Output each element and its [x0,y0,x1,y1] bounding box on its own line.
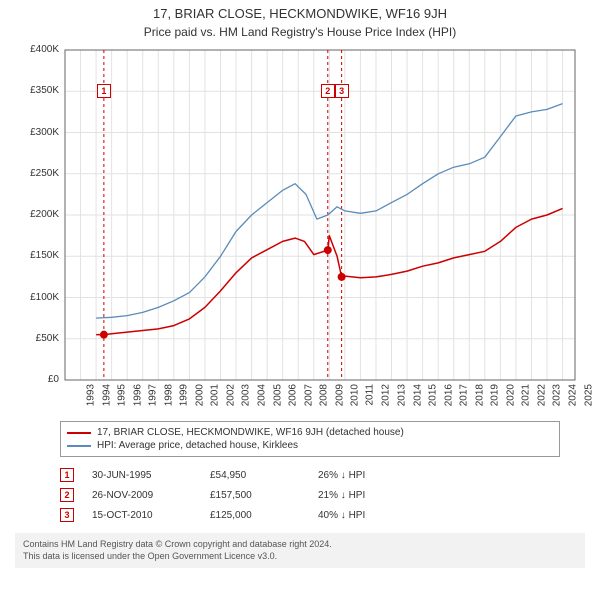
sale-price: £157,500 [210,490,310,501]
legend-item: HPI: Average price, detached house, Kirk… [67,439,553,452]
sale-row: 1 30-JUN-1995 £54,950 26% ↓ HPI [60,465,560,485]
x-axis-label: 2004 [256,384,267,406]
x-axis-label: 2019 [490,384,501,406]
sale-row-marker: 2 [60,488,74,502]
y-axis-label: £250K [15,168,59,179]
sale-delta: 40% ↓ HPI [318,510,418,521]
y-axis-label: £200K [15,209,59,220]
x-axis-label: 1993 [85,384,96,406]
x-axis-label: 2018 [474,384,485,406]
y-axis-label: £50K [15,333,59,344]
sale-date: 30-JUN-1995 [82,470,202,481]
x-axis-label: 2003 [241,384,252,406]
y-axis-label: £350K [15,85,59,96]
sales-table: 1 30-JUN-1995 £54,950 26% ↓ HPI 2 26-NOV-2009… [60,465,560,525]
sale-delta: 21% ↓ HPI [318,490,418,501]
x-axis-label: 2010 [350,384,361,406]
x-axis-label: 2017 [458,384,469,406]
x-axis-label: 2016 [443,384,454,406]
sale-marker-2: 2 [321,84,335,98]
y-axis-label: £150K [15,250,59,261]
x-axis-label: 2013 [396,384,407,406]
x-axis-label: 2006 [287,384,298,406]
x-axis-label: 2022 [536,384,547,406]
footer-line-1: Contains HM Land Registry data © Crown c… [23,539,577,551]
x-axis-label: 1996 [132,384,143,406]
chart-title-subtitle: Price paid vs. HM Land Registry's House … [0,21,600,45]
x-axis-label: 2014 [412,384,423,406]
sale-delta: 26% ↓ HPI [318,470,418,481]
footer-line-2: This data is licensed under the Open Gov… [23,551,577,563]
x-axis-label: 2008 [318,384,329,406]
sale-marker-1: 1 [97,84,111,98]
sale-row: 3 15-OCT-2010 £125,000 40% ↓ HPI [60,505,560,525]
x-axis-label: 1997 [147,384,158,406]
x-axis-label: 1998 [163,384,174,406]
sale-marker-3: 3 [335,84,349,98]
sale-price: £125,000 [210,510,310,521]
x-axis-label: 2005 [272,384,283,406]
sale-row-marker: 3 [60,508,74,522]
y-axis-label: £300K [15,127,59,138]
legend-swatch [67,432,91,434]
sale-price: £54,950 [210,470,310,481]
sale-row-marker: 1 [60,468,74,482]
x-axis-label: 2011 [364,384,375,406]
y-axis-label: £100K [15,292,59,303]
x-axis-label: 2007 [303,384,314,406]
y-axis-label: £400K [15,44,59,55]
x-axis-label: 1995 [116,384,127,406]
x-axis-label: 2024 [567,384,578,406]
legend-label: 17, BRIAR CLOSE, HECKMONDWIKE, WF16 9JH … [97,427,404,438]
x-axis-label: 2020 [505,384,516,406]
y-axis-label: £0 [15,374,59,385]
x-axis-label: 2025 [583,384,594,406]
x-axis-label: 2023 [552,384,563,406]
x-axis-label: 1999 [179,384,190,406]
legend-swatch [67,445,91,447]
x-axis-label: 2000 [194,384,205,406]
sale-date: 15-OCT-2010 [82,510,202,521]
chart-area: £0 £50K £100K £150K £200K £250K £300K £350K £400… [15,45,585,415]
attribution-footer: Contains HM Land Registry data © Crown c… [15,533,585,568]
x-axis-label: 2001 [210,384,221,406]
chart-title-address: 17, BRIAR CLOSE, HECKMONDWIKE, WF16 9JH [0,0,600,21]
x-axis-label: 1994 [101,384,112,406]
legend-label: HPI: Average price, detached house, Kirk… [97,440,298,451]
x-axis-label: 2021 [521,384,532,406]
sale-date: 26-NOV-2009 [82,490,202,501]
chart-legend: 17, BRIAR CLOSE, HECKMONDWIKE, WF16 9JH … [60,421,560,457]
x-axis-label: 2012 [381,384,392,406]
sale-row: 2 26-NOV-2009 £157,500 21% ↓ HPI [60,485,560,505]
x-axis-label: 2015 [427,384,438,406]
page-root: 17, BRIAR CLOSE, HECKMONDWIKE, WF16 9JH … [0,0,600,590]
x-axis-label: 2009 [334,384,345,406]
legend-item: 17, BRIAR CLOSE, HECKMONDWIKE, WF16 9JH … [67,426,553,439]
line-chart-svg [15,45,585,415]
x-axis-label: 2002 [225,384,236,406]
